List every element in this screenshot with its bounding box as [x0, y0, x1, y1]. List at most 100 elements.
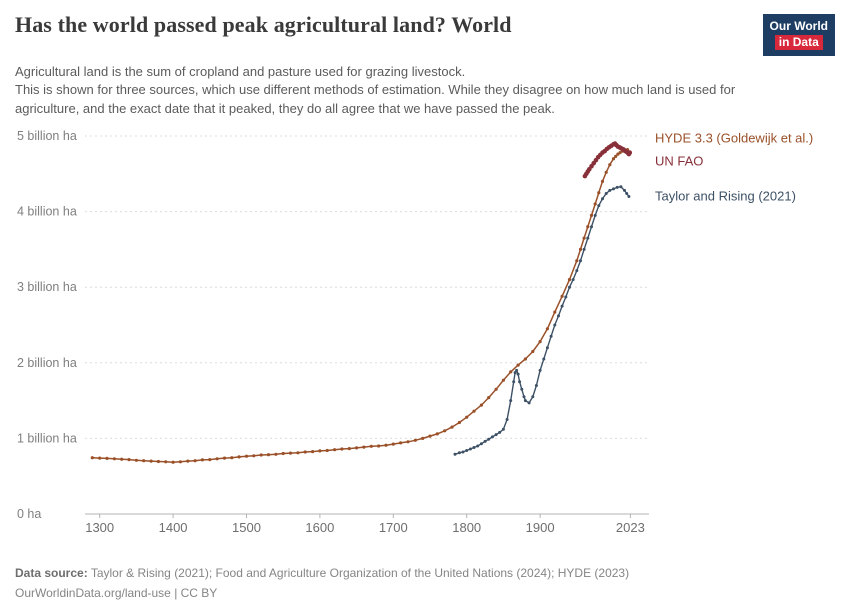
data-point-hyde[interactable] [120, 457, 124, 462]
data-point-taylor[interactable] [615, 186, 619, 190]
chart-svg[interactable]: 0 ha 1 billion ha 2 billion ha 3 billion ha… [15, 124, 835, 549]
data-point-taylor[interactable] [623, 189, 626, 193]
data-point-hyde[interactable] [443, 429, 447, 433]
data-point-taylor[interactable] [612, 187, 615, 191]
data-point-taylor[interactable] [534, 384, 538, 388]
data-point-taylor[interactable] [523, 399, 527, 403]
data-point-taylor[interactable] [505, 418, 509, 422]
data-point-hyde[interactable] [545, 327, 550, 331]
data-point-taylor[interactable] [619, 185, 623, 189]
data-point-hyde[interactable] [237, 455, 241, 459]
data-point-taylor[interactable] [586, 236, 590, 240]
data-point-hyde[interactable] [450, 425, 454, 430]
data-point-hyde[interactable] [406, 440, 410, 444]
data-point-hyde[interactable] [608, 163, 612, 167]
data-point-hyde[interactable] [244, 454, 249, 459]
data-point-hyde[interactable] [589, 214, 594, 218]
series-label-hyde[interactable]: HYDE 3.3 (Goldewijk et al.) [655, 131, 813, 146]
data-point-hyde[interactable] [325, 449, 329, 453]
data-point-taylor[interactable] [468, 447, 472, 451]
data-point-hyde[interactable] [413, 439, 417, 443]
data-point-hyde[interactable] [377, 444, 381, 448]
data-point-taylor[interactable] [512, 380, 516, 384]
data-point-hyde[interactable] [553, 310, 557, 315]
data-point-hyde[interactable] [98, 456, 102, 461]
data-point-hyde[interactable] [318, 449, 322, 453]
data-point-taylor[interactable] [494, 433, 498, 437]
data-point-taylor[interactable] [590, 225, 593, 229]
data-point-hyde[interactable] [586, 225, 590, 229]
data-point-hyde[interactable] [472, 409, 476, 414]
data-point-hyde[interactable] [567, 278, 572, 282]
data-point-taylor[interactable] [501, 428, 505, 432]
data-point-taylor[interactable] [575, 269, 579, 273]
data-point-taylor[interactable] [582, 248, 586, 252]
data-point-taylor[interactable] [593, 214, 597, 218]
data-point-taylor[interactable] [608, 189, 612, 193]
data-point-hyde[interactable] [369, 445, 373, 449]
data-point-hyde[interactable] [178, 460, 182, 464]
data-point-hyde[interactable] [435, 432, 439, 436]
data-point-hyde[interactable] [516, 363, 520, 368]
data-point-taylor[interactable] [564, 295, 568, 299]
data-point-taylor[interactable] [487, 438, 491, 442]
data-point-hyde[interactable] [340, 447, 344, 451]
data-point-hyde[interactable] [487, 396, 491, 400]
data-point-taylor[interactable] [515, 369, 519, 373]
data-point-hyde[interactable] [90, 456, 94, 460]
data-point-taylor[interactable] [516, 372, 520, 376]
data-point-hyde[interactable] [421, 437, 425, 441]
data-point-taylor[interactable] [479, 442, 483, 446]
data-point-taylor[interactable] [571, 278, 575, 282]
data-point-hyde[interactable] [156, 460, 160, 464]
data-point-hyde[interactable] [149, 459, 153, 464]
data-point-hyde[interactable] [112, 457, 116, 461]
data-point-hyde[interactable] [614, 155, 618, 159]
data-point-hyde[interactable] [296, 451, 300, 455]
data-point-taylor[interactable] [522, 395, 526, 399]
data-point-taylor[interactable] [553, 323, 557, 327]
data-point-hyde[interactable] [274, 453, 278, 457]
data-point-hyde[interactable] [457, 421, 461, 425]
data-point-hyde[interactable] [523, 357, 527, 361]
data-point-taylor[interactable] [527, 401, 531, 405]
data-point-hyde[interactable] [171, 460, 175, 465]
data-point-taylor[interactable] [625, 192, 629, 196]
data-point-hyde[interactable] [134, 459, 138, 463]
data-point-hyde[interactable] [399, 441, 403, 445]
data-point-hyde[interactable] [355, 446, 359, 450]
data-point-hyde[interactable] [252, 454, 256, 458]
data-point-hyde[interactable] [578, 248, 583, 252]
data-point-hyde[interactable] [593, 202, 597, 206]
data-point-taylor[interactable] [461, 450, 465, 454]
data-point-hyde[interactable] [208, 458, 212, 462]
data-point-unfao[interactable] [627, 150, 632, 156]
data-point-hyde[interactable] [230, 456, 234, 460]
data-point-hyde[interactable] [560, 295, 564, 299]
data-point-hyde[interactable] [303, 450, 307, 454]
data-point-hyde[interactable] [222, 456, 227, 461]
footer-link[interactable]: OurWorldinData.org/land-use | CC BY [15, 586, 218, 601]
data-point-taylor[interactable] [560, 304, 564, 308]
data-point-hyde[interactable] [465, 415, 469, 420]
data-point-hyde[interactable] [333, 448, 337, 452]
data-point-hyde[interactable] [384, 443, 388, 448]
data-point-hyde[interactable] [200, 458, 204, 462]
data-point-taylor[interactable] [513, 371, 517, 375]
data-point-taylor[interactable] [557, 314, 560, 318]
data-point-taylor[interactable] [542, 357, 546, 361]
data-point-hyde[interactable] [428, 434, 432, 439]
data-point-hyde[interactable] [266, 453, 271, 457]
data-point-taylor[interactable] [579, 259, 582, 263]
data-point-hyde[interactable] [597, 191, 601, 195]
data-point-taylor[interactable] [568, 286, 571, 290]
data-point-hyde[interactable] [347, 447, 351, 451]
data-point-hyde[interactable] [259, 453, 263, 457]
data-point-taylor[interactable] [472, 446, 476, 450]
data-point-taylor[interactable] [531, 395, 535, 399]
data-point-hyde[interactable] [582, 236, 586, 241]
data-point-taylor[interactable] [518, 380, 522, 384]
data-point-taylor[interactable] [453, 453, 457, 457]
data-point-hyde[interactable] [531, 350, 535, 354]
data-point-hyde[interactable] [186, 459, 190, 464]
